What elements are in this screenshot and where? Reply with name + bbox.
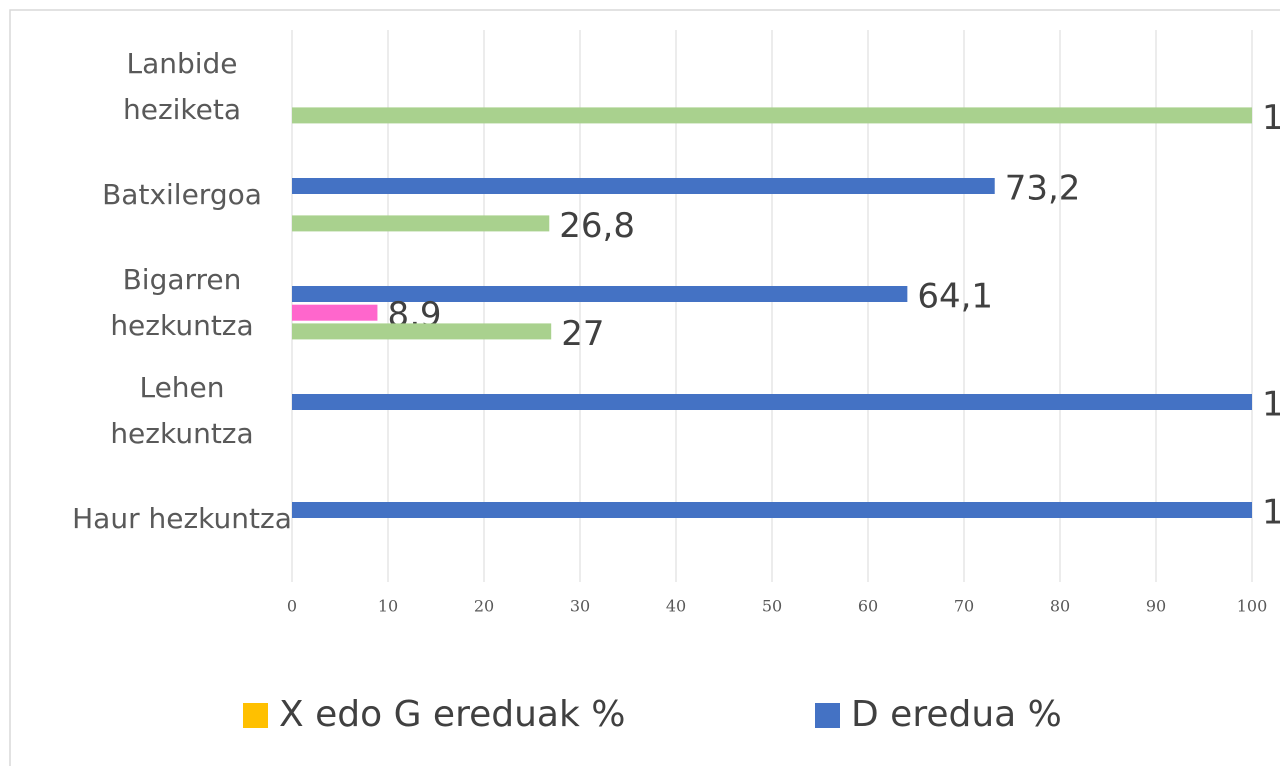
data-label: 100 [1262,385,1280,425]
data-label: 100 [1262,493,1280,533]
x-tick-label: 80 [1050,597,1070,616]
legend-label: D eredua % [851,694,1062,735]
data-label: 26,8 [559,206,635,246]
category-label: Haur hezkuntza [72,502,292,535]
bar [292,394,1252,410]
x-tick-label: 40 [666,597,686,616]
legend-swatch [815,703,840,728]
x-tick-label: 50 [762,597,782,616]
category-label: Lanbide heziketa [123,47,241,126]
category-label: Batxilergoa [102,178,262,211]
x-tick-label: 30 [570,597,590,616]
bar [292,502,1252,518]
x-tick-label: 10 [378,597,398,616]
data-label: 100 [1262,98,1280,138]
x-tick-label: 20 [474,597,494,616]
x-tick-label: 70 [954,597,974,616]
x-tick-label: 90 [1146,597,1166,616]
bar [292,286,908,302]
category-label: Bigarren hezkuntza [110,263,253,342]
data-label: 64,1 [917,277,993,317]
data-label: 73,2 [1005,169,1081,209]
x-tick-label: 100 [1237,597,1268,616]
bar [292,107,1252,124]
legend-label: X edo G ereduak % [279,694,625,735]
x-tick-label: 0 [287,597,297,616]
bar [292,215,550,232]
bar [292,323,552,340]
data-label: 27 [561,314,604,354]
bar [292,178,995,194]
category-label: Lehen hezkuntza [110,371,253,450]
x-tick-label: 60 [858,597,878,616]
chart-border [9,9,1280,766]
legend-swatch [243,703,268,728]
bar [292,304,378,321]
